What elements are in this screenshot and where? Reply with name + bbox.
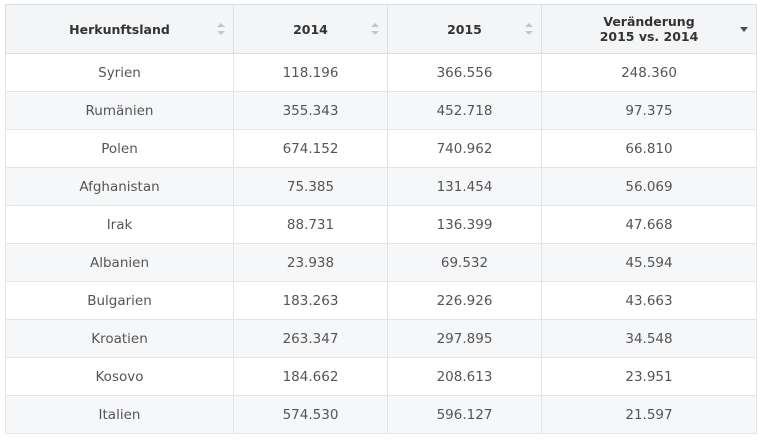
cell-2015: 208.613 (387, 357, 542, 396)
cell-2014: 184.662 (233, 357, 388, 396)
cell-veraenderung: 43.663 (541, 281, 757, 320)
sort-icon[interactable] (217, 23, 225, 35)
cell-veraenderung: 47.668 (541, 205, 757, 244)
cell-herkunftsland: Afghanistan (5, 167, 234, 206)
cell-veraenderung: 45.594 (541, 243, 757, 282)
column-header-herkunftsland[interactable]: Herkunftsland (5, 4, 234, 54)
column-header-label: 2014 (293, 21, 328, 37)
cell-veraenderung: 23.951 (541, 357, 757, 396)
cell-herkunftsland: Polen (5, 129, 234, 168)
cell-2015: 366.556 (387, 53, 542, 92)
header-row: Herkunftsland 2014 2015 Veränderung 2015… (5, 4, 757, 54)
cell-herkunftsland: Rumänien (5, 91, 234, 130)
table-row: Polen 674.152 740.962 66.810 (5, 129, 757, 168)
cell-veraenderung: 97.375 (541, 91, 757, 130)
cell-2014: 183.263 (233, 281, 388, 320)
column-header-2014[interactable]: 2014 (233, 4, 388, 54)
cell-herkunftsland: Bulgarien (5, 281, 234, 320)
cell-herkunftsland: Syrien (5, 53, 234, 92)
table-body: Syrien 118.196 366.556 248.360 Rumänien 355.3… (5, 53, 757, 434)
cell-herkunftsland: Italien (5, 395, 234, 434)
table-row: Bulgarien 183.263 226.926 43.663 (5, 281, 757, 320)
sort-icon[interactable] (525, 23, 533, 35)
data-table-container: Herkunftsland 2014 2015 Veränderung 2015… (5, 4, 757, 434)
cell-veraenderung: 248.360 (541, 53, 757, 92)
sort-descending-icon[interactable] (740, 23, 748, 35)
sort-icon[interactable] (371, 23, 379, 35)
table-row: Afghanistan 75.385 131.454 56.069 (5, 167, 757, 206)
cell-2014: 88.731 (233, 205, 388, 244)
cell-herkunftsland: Irak (5, 205, 234, 244)
cell-veraenderung: 56.069 (541, 167, 757, 206)
table-row: Rumänien 355.343 452.718 97.375 (5, 91, 757, 130)
cell-veraenderung: 66.810 (541, 129, 757, 168)
cell-2014: 23.938 (233, 243, 388, 282)
cell-2015: 136.399 (387, 205, 542, 244)
cell-2015: 69.532 (387, 243, 542, 282)
column-header-label: 2015 (447, 21, 482, 37)
cell-2015: 297.895 (387, 319, 542, 358)
cell-2014: 355.343 (233, 91, 388, 130)
data-table: Herkunftsland 2014 2015 Veränderung 2015… (5, 4, 757, 434)
cell-2014: 118.196 (233, 53, 388, 92)
cell-2014: 75.385 (233, 167, 388, 206)
cell-2015: 596.127 (387, 395, 542, 434)
table-row: Kroatien 263.347 297.895 34.548 (5, 319, 757, 358)
cell-herkunftsland: Albanien (5, 243, 234, 282)
cell-herkunftsland: Kroatien (5, 319, 234, 358)
column-header-label: Veränderung 2015 vs. 2014 (599, 14, 699, 44)
cell-2015: 131.454 (387, 167, 542, 206)
cell-2015: 740.962 (387, 129, 542, 168)
cell-2014: 263.347 (233, 319, 388, 358)
cell-herkunftsland: Kosovo (5, 357, 234, 396)
table-row: Kosovo 184.662 208.613 23.951 (5, 357, 757, 396)
table-row: Irak 88.731 136.399 47.668 (5, 205, 757, 244)
cell-2014: 574.530 (233, 395, 388, 434)
column-header-veraenderung[interactable]: Veränderung 2015 vs. 2014 (541, 4, 757, 54)
cell-2015: 226.926 (387, 281, 542, 320)
cell-veraenderung: 34.548 (541, 319, 757, 358)
column-header-label: Herkunftsland (69, 21, 170, 37)
cell-2015: 452.718 (387, 91, 542, 130)
table-row: Italien 574.530 596.127 21.597 (5, 395, 757, 434)
table-row: Syrien 118.196 366.556 248.360 (5, 53, 757, 92)
table-row: Albanien 23.938 69.532 45.594 (5, 243, 757, 282)
cell-veraenderung: 21.597 (541, 395, 757, 434)
table-header: Herkunftsland 2014 2015 Veränderung 2015… (5, 4, 757, 54)
cell-2014: 674.152 (233, 129, 388, 168)
column-header-2015[interactable]: 2015 (387, 4, 542, 54)
